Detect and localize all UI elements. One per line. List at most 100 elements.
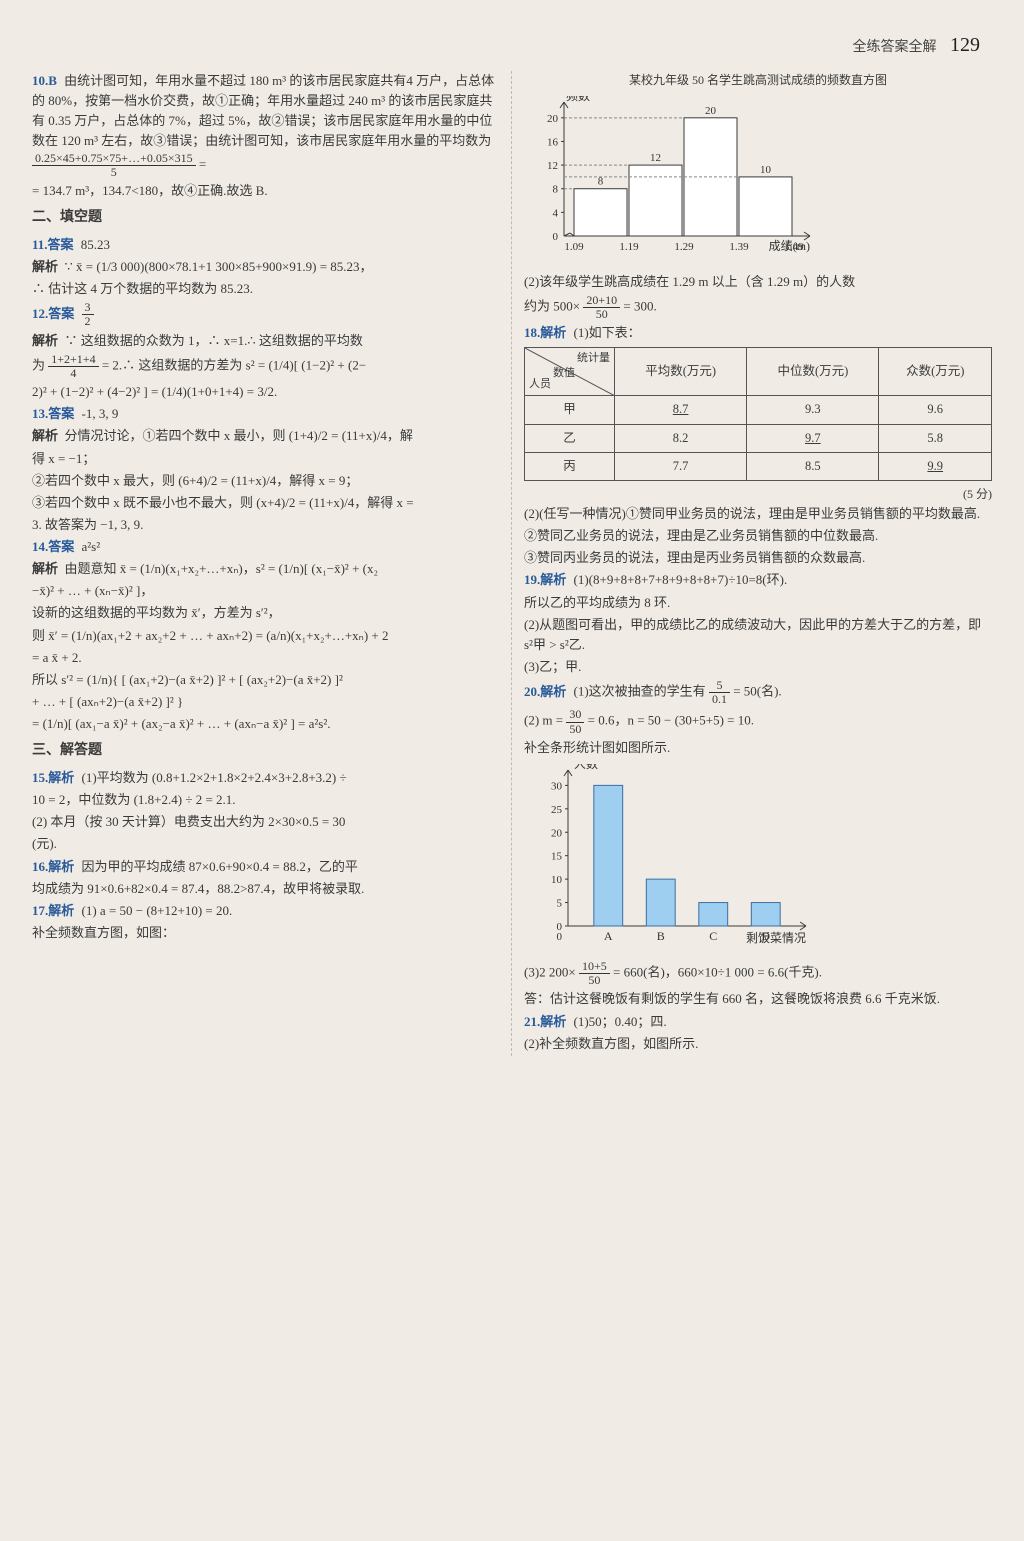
q15-ln1: (1)平均数为 (0.8+1.2×2+1.8×2+2.4×3+2.8+3.2) … bbox=[82, 770, 347, 785]
q17-label: 17.解析 bbox=[32, 903, 74, 918]
q18-label: 18.解析 bbox=[524, 325, 566, 340]
analysis-label: 解析 bbox=[32, 428, 58, 443]
right-column: 某校九年级 50 名学生跳高测试成绩的频数直方图 频数成绩(m)04812162… bbox=[512, 71, 1004, 1056]
q14-ans: a²s² bbox=[82, 539, 101, 554]
q16: 16.解析 因为甲的平均成绩 87×0.6+90×0.4 = 88.2，乙的平 bbox=[32, 857, 499, 877]
q12-ln1-text: ∵ 这组数据的众数为 1，∴ x=1.∴ 这组数据的平均数 bbox=[65, 333, 363, 348]
q15: 15.解析 (1)平均数为 (0.8+1.2×2+1.8×2+2.4×3+2.8… bbox=[32, 768, 499, 788]
q14: 14.答案 a²s² bbox=[32, 537, 499, 557]
q19-label: 19.解析 bbox=[524, 572, 566, 587]
svg-text:30: 30 bbox=[551, 780, 563, 792]
q14-ln4: 则 x̄′ = (1/n)(ax₁+2 + ax₂+2 + … + axₙ+2)… bbox=[32, 626, 499, 646]
q18-ln2: (2)(任写一种情况)①赞同甲业务员的说法，理由是甲业务员销售额的平均数最高. bbox=[524, 504, 992, 524]
header-text: 全练答案全解 bbox=[853, 40, 937, 55]
svg-text:4: 4 bbox=[553, 207, 559, 219]
q17-ln1: (1) a = 50 − (8+12+10) = 20. bbox=[82, 903, 233, 918]
q18-ln1: (1)如下表： bbox=[574, 325, 641, 340]
svg-text:剩饭菜情况: 剩饭菜情况 bbox=[746, 931, 806, 945]
q17b-ln2b: = 300. bbox=[623, 298, 656, 313]
left-column: 10.B 由统计图可知，年用水量不超过 180 m³ 的该市居民家庭共有4 万户… bbox=[20, 71, 512, 1056]
q14-ln7: + … + [ (axₙ+2)−(a x̄+2) ]² } bbox=[32, 692, 499, 712]
svg-text:5: 5 bbox=[557, 898, 563, 910]
q21-ln2: (2)补全频数直方图，如图所示. bbox=[524, 1034, 992, 1054]
q12-ans-frac: 3 2 bbox=[82, 301, 94, 328]
q10-body: 由统计图可知，年用水量不超过 180 m³ 的该市居民家庭共有4 万户，占总体的… bbox=[32, 73, 494, 148]
frac-num: 20+10 bbox=[583, 294, 620, 308]
frac-num: 5 bbox=[709, 679, 730, 693]
frac-num: 10+5 bbox=[579, 960, 610, 974]
frac-num: 1+2+1+4 bbox=[48, 353, 98, 367]
svg-text:8: 8 bbox=[598, 175, 604, 187]
analysis-label: 解析 bbox=[32, 561, 58, 576]
frac-den: 50 bbox=[583, 308, 620, 321]
svg-text:0: 0 bbox=[557, 931, 563, 943]
q14-ln2: −x̄)² + … + (xₙ−x̄)² ]， bbox=[32, 581, 499, 601]
q11-analysis: 解析 ∵ x̄ = (1/3 000)(800×78.1+1 300×85+90… bbox=[32, 257, 499, 277]
columns: 10.B 由统计图可知，年用水量不超过 180 m³ 的该市居民家庭共有4 万户… bbox=[0, 71, 1024, 1086]
q14-ln8: = (1/n)[ (ax₁−a x̄)² + (ax₂−a x̄)² + … +… bbox=[32, 714, 499, 734]
histogram-1: 频数成绩(m)04812162081220101.091.191.291.391… bbox=[524, 96, 992, 266]
svg-text:A: A bbox=[604, 929, 613, 943]
frac-den: 50 bbox=[579, 974, 610, 987]
svg-text:C: C bbox=[709, 929, 717, 943]
frac-den: 4 bbox=[48, 367, 98, 380]
q20-ln1b: = 50(名). bbox=[733, 684, 782, 699]
q13-ln3: ②若四个数中 x 最大，则 (6+4)/2 = (11+x)/4，解得 x = … bbox=[32, 471, 499, 491]
svg-text:1.39: 1.39 bbox=[729, 241, 749, 253]
q20-ln1a: (1)这次被抽查的学生有 bbox=[574, 684, 706, 699]
analysis-label: 解析 bbox=[32, 259, 58, 274]
q13: 13.答案 -1, 3, 9 bbox=[32, 404, 499, 424]
q20-ln4a: (3)2 200× bbox=[524, 965, 576, 980]
svg-text:20: 20 bbox=[705, 104, 717, 116]
q21-label: 21.解析 bbox=[524, 1014, 566, 1029]
q12-ln2b: = 2.∴ 这组数据的方差为 s² = (1/4)[ (1−2)² + (2− bbox=[102, 357, 366, 372]
analysis-label: 解析 bbox=[32, 333, 58, 348]
q21-ln1: (1)50；0.40；四. bbox=[574, 1014, 667, 1029]
q11-tail: ∴ 估计这 4 万个数据的平均数为 85.23. bbox=[32, 279, 499, 299]
q13-ln2: 得 x = −1； bbox=[32, 449, 499, 469]
q20-f2: 30 50 bbox=[566, 708, 584, 735]
q19-ln4: (3)乙；甲. bbox=[524, 657, 992, 677]
q12-ln2-frac: 1+2+1+4 4 bbox=[48, 353, 98, 380]
svg-text:1.49: 1.49 bbox=[784, 241, 804, 253]
svg-text:频数: 频数 bbox=[566, 96, 590, 103]
q14-ln6: 所以 s′² = (1/n){ [ (ax₁+2)−(a x̄+2) ]² + … bbox=[32, 670, 499, 690]
q11-ans: 85.23 bbox=[81, 237, 110, 252]
hist1-caption: 某校九年级 50 名学生跳高测试成绩的频数直方图 bbox=[524, 71, 992, 90]
q17-ln2: 补全频数直方图，如图： bbox=[32, 923, 499, 943]
q14-ln3: 设新的这组数据的平均数为 x̄′，方差为 s′²， bbox=[32, 603, 499, 623]
frac-num: 0.25×45+0.75×75+…+0.05×315 bbox=[32, 152, 196, 166]
q20-ln4: (3)2 200× 10+5 50 = 660(名)，660×10÷1 000 … bbox=[524, 960, 992, 987]
q20-ln4b: = 660(名)，660×10÷1 000 = 6.6(千克). bbox=[613, 965, 822, 980]
q20-f1: 5 0.1 bbox=[709, 679, 730, 706]
q15-ln2: 10 = 2，中位数为 (1.8+2.4) ÷ 2 = 2.1. bbox=[32, 790, 499, 810]
svg-text:15: 15 bbox=[551, 851, 563, 863]
q10-frac: 0.25×45+0.75×75+…+0.05×315 5 bbox=[32, 152, 196, 179]
q16-ln2: 均成绩为 91×0.6+82×0.4 = 87.4，88.2>87.4，故甲将被… bbox=[32, 879, 499, 899]
q20-ln2: (2) m = 30 50 = 0.6，n = 50 − (30+5+5) = … bbox=[524, 708, 992, 735]
svg-text:12: 12 bbox=[547, 160, 558, 172]
q12-ln2: 为 1+2+1+4 4 = 2.∴ 这组数据的方差为 s² = (1/4)[ (… bbox=[32, 353, 499, 380]
page-root: 全练答案全解 129 10.B 由统计图可知，年用水量不超过 180 m³ 的该… bbox=[0, 0, 1024, 1086]
q18-ln4: ③赞同丙业务员的说法，理由是丙业务员销售额的众数最高. bbox=[524, 548, 992, 568]
frac-num: 30 bbox=[566, 708, 584, 722]
svg-text:0: 0 bbox=[553, 231, 559, 243]
svg-text:25: 25 bbox=[551, 804, 563, 816]
q20-label: 20.解析 bbox=[524, 684, 566, 699]
q20-ln2a: (2) m = bbox=[524, 713, 563, 728]
q11-analysis-text: ∵ x̄ = (1/3 000)(800×78.1+1 300×85+900×9… bbox=[65, 259, 373, 274]
q14-ln5: = a x̄ + 2. bbox=[32, 648, 499, 668]
q17b-ln1: (2)该年级学生跳高成绩在 1.29 m 以上（含 1.29 m）的人数 bbox=[524, 272, 992, 292]
q17: 17.解析 (1) a = 50 − (8+12+10) = 20. bbox=[32, 901, 499, 921]
page-header: 全练答案全解 129 bbox=[0, 0, 1024, 71]
q13-ln1: 解析 分情况讨论，①若四个数中 x 最小，则 (1+4)/2 = (11+x)/… bbox=[32, 426, 499, 446]
frac-den: 0.1 bbox=[709, 693, 730, 706]
q15-label: 15.解析 bbox=[32, 770, 74, 785]
q17b-ln2: 约为 500× 20+10 50 = 300. bbox=[524, 294, 992, 321]
q14-label: 14.答案 bbox=[32, 539, 74, 554]
svg-text:1.09: 1.09 bbox=[564, 241, 584, 253]
q15-ln4: (元). bbox=[32, 834, 499, 854]
q10-label: 10.B bbox=[32, 73, 57, 88]
q13-label: 13.答案 bbox=[32, 406, 74, 421]
q20-f4: 10+5 50 bbox=[579, 960, 610, 987]
